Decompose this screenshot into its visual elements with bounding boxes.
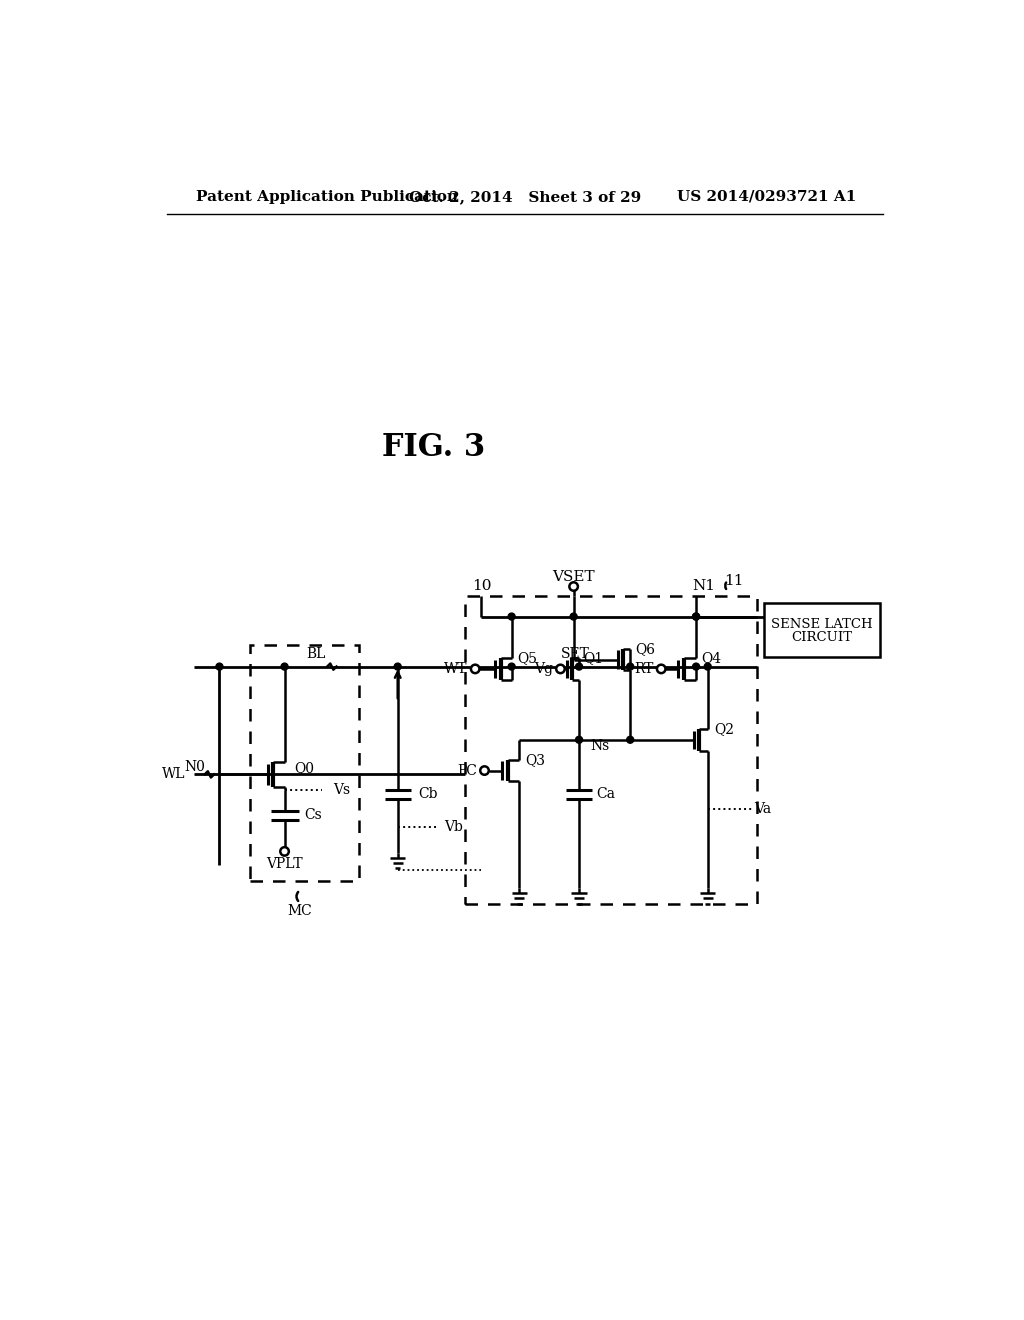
- Circle shape: [508, 663, 515, 671]
- Circle shape: [394, 663, 401, 671]
- Text: N0: N0: [184, 760, 206, 774]
- Text: Q4: Q4: [701, 651, 722, 665]
- Circle shape: [692, 612, 699, 620]
- Text: Vg: Vg: [534, 661, 553, 676]
- Circle shape: [216, 663, 223, 671]
- Circle shape: [657, 665, 666, 673]
- Text: N1: N1: [692, 578, 715, 593]
- Circle shape: [627, 737, 634, 743]
- Circle shape: [569, 582, 578, 591]
- Text: Oct. 2, 2014   Sheet 3 of 29: Oct. 2, 2014 Sheet 3 of 29: [409, 190, 641, 203]
- Bar: [465, 595, 758, 904]
- Text: PC: PC: [457, 763, 477, 777]
- Circle shape: [281, 847, 289, 855]
- Circle shape: [508, 612, 515, 620]
- Text: SENSE LATCH: SENSE LATCH: [771, 618, 872, 631]
- Circle shape: [692, 663, 699, 671]
- Text: Ns: Ns: [590, 739, 609, 752]
- Text: WL: WL: [162, 767, 185, 781]
- Circle shape: [471, 665, 479, 673]
- Text: Cb: Cb: [419, 787, 438, 801]
- Text: Q6: Q6: [635, 642, 655, 656]
- Text: 10: 10: [472, 578, 492, 593]
- Text: VSET: VSET: [552, 570, 595, 585]
- Circle shape: [570, 612, 578, 620]
- Text: Q2: Q2: [714, 722, 734, 737]
- Text: US 2014/0293721 A1: US 2014/0293721 A1: [677, 190, 856, 203]
- Text: RT: RT: [634, 661, 653, 676]
- Circle shape: [692, 612, 699, 620]
- Text: MC: MC: [288, 904, 312, 919]
- Text: BL: BL: [306, 647, 326, 660]
- Text: Q3: Q3: [524, 752, 545, 767]
- Text: Ca: Ca: [596, 787, 615, 801]
- Text: Patent Application Publication: Patent Application Publication: [197, 190, 458, 203]
- Text: 11: 11: [724, 574, 743, 589]
- Circle shape: [575, 663, 583, 671]
- Text: Q5: Q5: [517, 651, 537, 665]
- Text: Va: Va: [755, 803, 771, 816]
- Text: CIRCUIT: CIRCUIT: [792, 631, 852, 644]
- Circle shape: [281, 663, 288, 671]
- Text: Cs: Cs: [305, 808, 323, 822]
- Circle shape: [705, 663, 712, 671]
- Text: Vs: Vs: [334, 783, 350, 797]
- Circle shape: [575, 737, 583, 743]
- Text: WT: WT: [444, 661, 467, 676]
- Bar: [764, 603, 880, 657]
- Circle shape: [480, 767, 488, 775]
- Circle shape: [627, 663, 634, 671]
- Text: SET: SET: [561, 647, 590, 660]
- Text: Q0: Q0: [295, 762, 314, 775]
- Text: VPLT: VPLT: [266, 857, 303, 871]
- Text: Q1: Q1: [584, 651, 604, 665]
- Text: FIG. 3: FIG. 3: [383, 432, 485, 462]
- Text: Vb: Vb: [444, 820, 463, 834]
- Circle shape: [556, 665, 564, 673]
- Bar: [251, 645, 359, 880]
